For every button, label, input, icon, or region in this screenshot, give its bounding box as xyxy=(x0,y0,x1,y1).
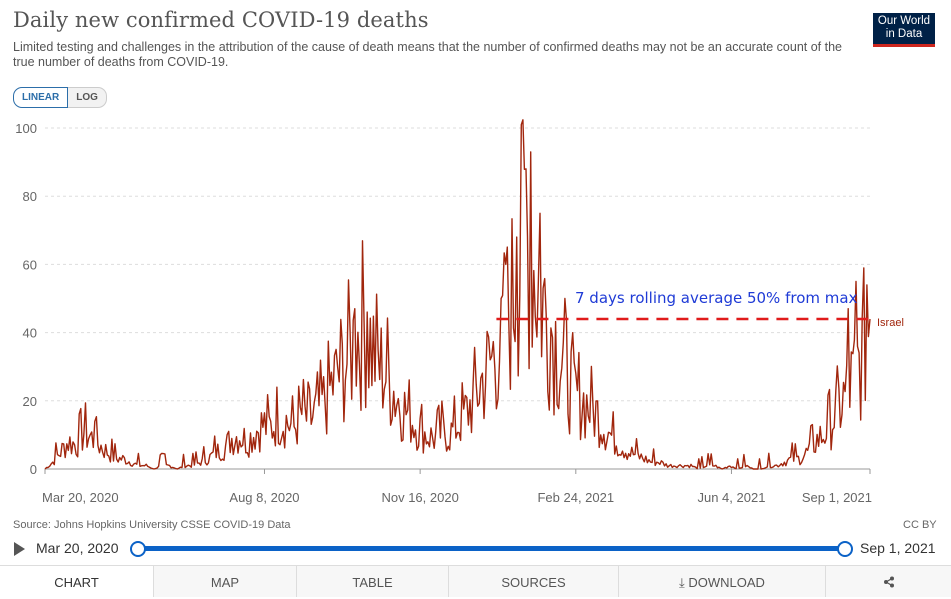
timeline-track[interactable] xyxy=(137,546,844,551)
share-button[interactable] xyxy=(825,566,951,597)
play-icon[interactable] xyxy=(14,542,25,556)
y-tick-label: 60 xyxy=(23,257,37,272)
x-tick-label: Mar 20, 2020 xyxy=(42,490,119,505)
log-scale-button[interactable]: LOG xyxy=(68,87,107,108)
tab-map[interactable]: MAP xyxy=(153,566,296,597)
owid-logo[interactable]: Our World in Data xyxy=(873,13,935,47)
y-tick-label: 40 xyxy=(23,326,37,341)
series-line-israel xyxy=(44,119,871,470)
y-tick-label: 0 xyxy=(30,462,37,477)
x-tick-label: Jun 4, 2021 xyxy=(697,490,765,505)
tab-chart[interactable]: CHART xyxy=(0,566,153,597)
x-tick-label: Aug 8, 2020 xyxy=(229,490,299,505)
x-tick-label: Nov 16, 2020 xyxy=(381,490,458,505)
tab-download[interactable]: ⤓ DOWNLOAD xyxy=(618,566,825,597)
logo-line-2: in Data xyxy=(885,28,923,40)
timeline[interactable]: Mar 20, 2020 Sep 1, 2021 xyxy=(0,538,951,560)
series-label: Israel xyxy=(877,317,904,329)
linear-scale-button[interactable]: LINEAR xyxy=(13,87,69,108)
chart-title: Daily new confirmed COVID-19 deaths xyxy=(13,8,429,32)
license-label[interactable]: CC BY xyxy=(903,519,937,531)
tab-sources[interactable]: SOURCES xyxy=(448,566,618,597)
timeline-end-handle[interactable] xyxy=(837,541,853,557)
x-tick-label: Feb 24, 2021 xyxy=(537,490,614,505)
scale-toggle[interactable]: LINEAR LOG xyxy=(13,87,107,108)
timeline-start-label: Mar 20, 2020 xyxy=(36,540,119,556)
chart-subtitle: Limited testing and challenges in the at… xyxy=(13,40,842,69)
share-icon xyxy=(883,576,894,588)
y-tick-label: 80 xyxy=(23,189,37,204)
logo-line-1: Our World xyxy=(877,15,931,27)
y-tick-label: 20 xyxy=(23,394,37,409)
y-tick-label: 100 xyxy=(15,121,37,136)
timeline-end-label: Sep 1, 2021 xyxy=(860,540,936,556)
annotation-text: 7 days rolling average 50% from max xyxy=(575,289,858,307)
source-note[interactable]: Source: Johns Hopkins University CSSE CO… xyxy=(13,519,291,531)
x-tick-label: Sep 1, 2021 xyxy=(802,490,872,505)
tab-table[interactable]: TABLE xyxy=(296,566,448,597)
tab-bar: CHART MAP TABLE SOURCES ⤓ DOWNLOAD xyxy=(0,565,951,597)
timeline-start-handle[interactable] xyxy=(130,541,146,557)
line-chart: 0 20 40 60 80 100 Mar 20, 2020 Aug 8, 2020 Nov 1… xyxy=(15,119,904,505)
